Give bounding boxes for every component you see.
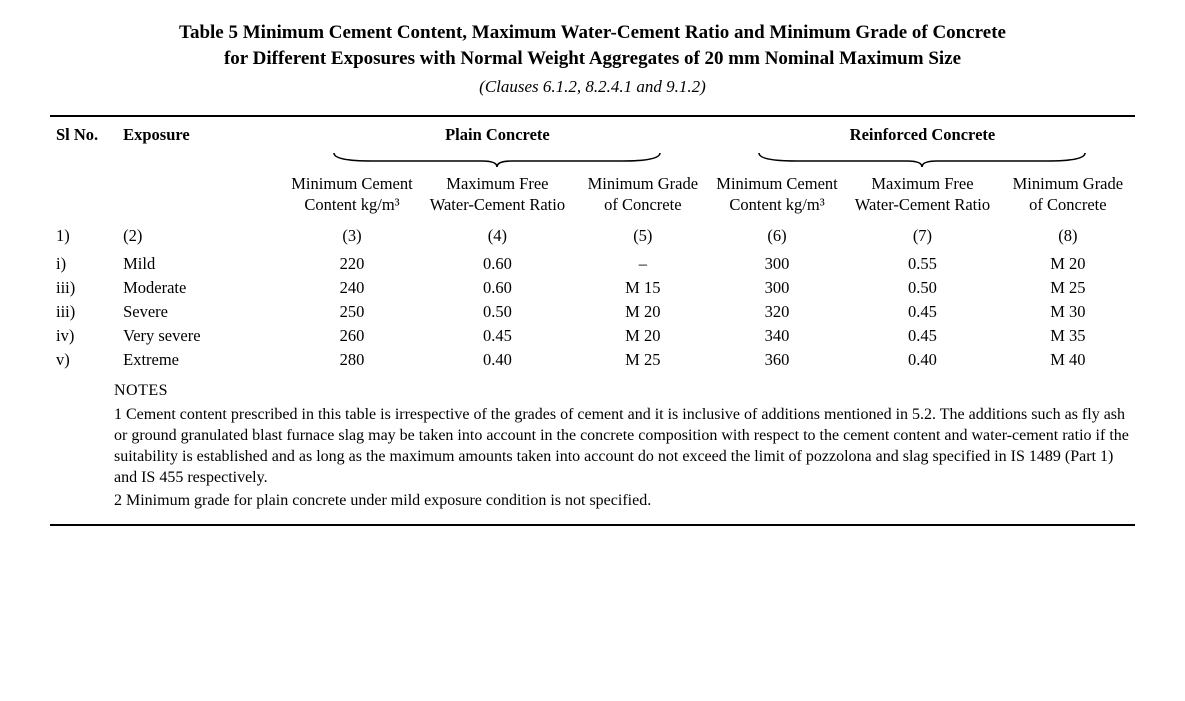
title-line-1: Table 5 Minimum Cement Content, Maximum … — [179, 22, 1006, 43]
colnum-7: (7) — [844, 222, 1001, 252]
colnum-5: (5) — [576, 222, 710, 252]
cell-p-gr: – — [576, 252, 710, 276]
cell-r-cem: 360 — [710, 348, 844, 372]
cell-r-cem: 320 — [710, 300, 844, 324]
cell-p-gr: M 25 — [576, 348, 710, 372]
table-row: iv) Very severe 260 0.45 M 20 340 0.45 M… — [50, 324, 1135, 348]
subhead-plain-min-cement: Minimum Cement Content kg/m³ — [285, 168, 419, 221]
subhead-reinf-max-ratio: Maximum Free Water-Cement Ratio — [844, 168, 1001, 221]
cell-r-cem: 300 — [710, 252, 844, 276]
title-line-2: for Different Exposures with Normal Weig… — [224, 48, 961, 69]
header-reinforced-concrete: Reinforced Concrete — [710, 116, 1135, 148]
table-row: iii) Severe 250 0.50 M 20 320 0.45 M 30 — [50, 300, 1135, 324]
table-title: Table 5 Minimum Cement Content, Maximum … — [83, 20, 1103, 71]
curly-brace-icon — [332, 151, 662, 167]
colnum-1: 1) — [50, 222, 117, 252]
concrete-exposure-table: Sl No. Exposure Plain Concrete Reinforce… — [50, 115, 1135, 526]
cell-p-cem: 280 — [285, 348, 419, 372]
table-row: iii) Moderate 240 0.60 M 15 300 0.50 M 2… — [50, 276, 1135, 300]
cell-p-rat: 0.40 — [419, 348, 576, 372]
table-row: i) Mild 220 0.60 – 300 0.55 M 20 — [50, 252, 1135, 276]
cell-sl: iv) — [50, 324, 117, 348]
colnum-3: (3) — [285, 222, 419, 252]
cell-p-gr: M 15 — [576, 276, 710, 300]
cell-p-rat: 0.60 — [419, 276, 576, 300]
cell-p-rat: 0.45 — [419, 324, 576, 348]
subhead-plain-min-grade: Minimum Grade of Concrete — [576, 168, 710, 221]
header-sl-no: Sl No. — [50, 116, 117, 221]
cell-r-gr: M 20 — [1001, 252, 1135, 276]
colnum-6: (6) — [710, 222, 844, 252]
header-plain-concrete: Plain Concrete — [285, 116, 710, 148]
cell-exp: Moderate — [117, 276, 285, 300]
brace-plain — [285, 148, 710, 168]
cell-exp: Extreme — [117, 348, 285, 372]
cell-r-gr: M 35 — [1001, 324, 1135, 348]
cell-sl: iii) — [50, 300, 117, 324]
cell-r-rat: 0.50 — [844, 276, 1001, 300]
cell-p-cem: 250 — [285, 300, 419, 324]
cell-p-rat: 0.60 — [419, 252, 576, 276]
cell-p-rat: 0.50 — [419, 300, 576, 324]
colnum-4: (4) — [419, 222, 576, 252]
cell-r-cem: 300 — [710, 276, 844, 300]
cell-exp: Severe — [117, 300, 285, 324]
header-exposure: Exposure — [117, 116, 285, 221]
cell-exp: Mild — [117, 252, 285, 276]
curly-brace-icon — [757, 151, 1087, 167]
colnum-2: (2) — [117, 222, 285, 252]
brace-reinforced — [710, 148, 1135, 168]
cell-p-gr: M 20 — [576, 300, 710, 324]
cell-r-gr: M 30 — [1001, 300, 1135, 324]
clauses-reference: (Clauses 6.1.2, 8.2.4.1 and 9.1.2) — [50, 77, 1135, 97]
column-number-row: 1) (2) (3) (4) (5) (6) (7) (8) — [50, 222, 1135, 252]
cell-p-cem: 260 — [285, 324, 419, 348]
cell-r-gr: M 25 — [1001, 276, 1135, 300]
cell-exp: Very severe — [117, 324, 285, 348]
subhead-plain-max-ratio: Maximum Free Water-Cement Ratio — [419, 168, 576, 221]
notes-caption: NOTES — [114, 381, 1129, 402]
cell-sl: iii) — [50, 276, 117, 300]
colnum-8: (8) — [1001, 222, 1135, 252]
cell-p-gr: M 20 — [576, 324, 710, 348]
subhead-reinf-min-grade: Minimum Grade of Concrete — [1001, 168, 1135, 221]
cell-p-cem: 220 — [285, 252, 419, 276]
cell-r-gr: M 40 — [1001, 348, 1135, 372]
cell-r-rat: 0.40 — [844, 348, 1001, 372]
note-2: 2 Minimum grade for plain concrete under… — [114, 491, 1129, 512]
cell-p-cem: 240 — [285, 276, 419, 300]
cell-r-rat: 0.45 — [844, 324, 1001, 348]
note-1: 1 Cement content prescribed in this tabl… — [114, 405, 1129, 488]
cell-sl: v) — [50, 348, 117, 372]
cell-r-rat: 0.45 — [844, 300, 1001, 324]
subhead-reinf-min-cement: Minimum Cement Content kg/m³ — [710, 168, 844, 221]
notes-cell: NOTES 1 Cement content prescribed in thi… — [50, 372, 1135, 526]
cell-r-rat: 0.55 — [844, 252, 1001, 276]
cell-sl: i) — [50, 252, 117, 276]
cell-r-cem: 340 — [710, 324, 844, 348]
table-row: v) Extreme 280 0.40 M 25 360 0.40 M 40 — [50, 348, 1135, 372]
